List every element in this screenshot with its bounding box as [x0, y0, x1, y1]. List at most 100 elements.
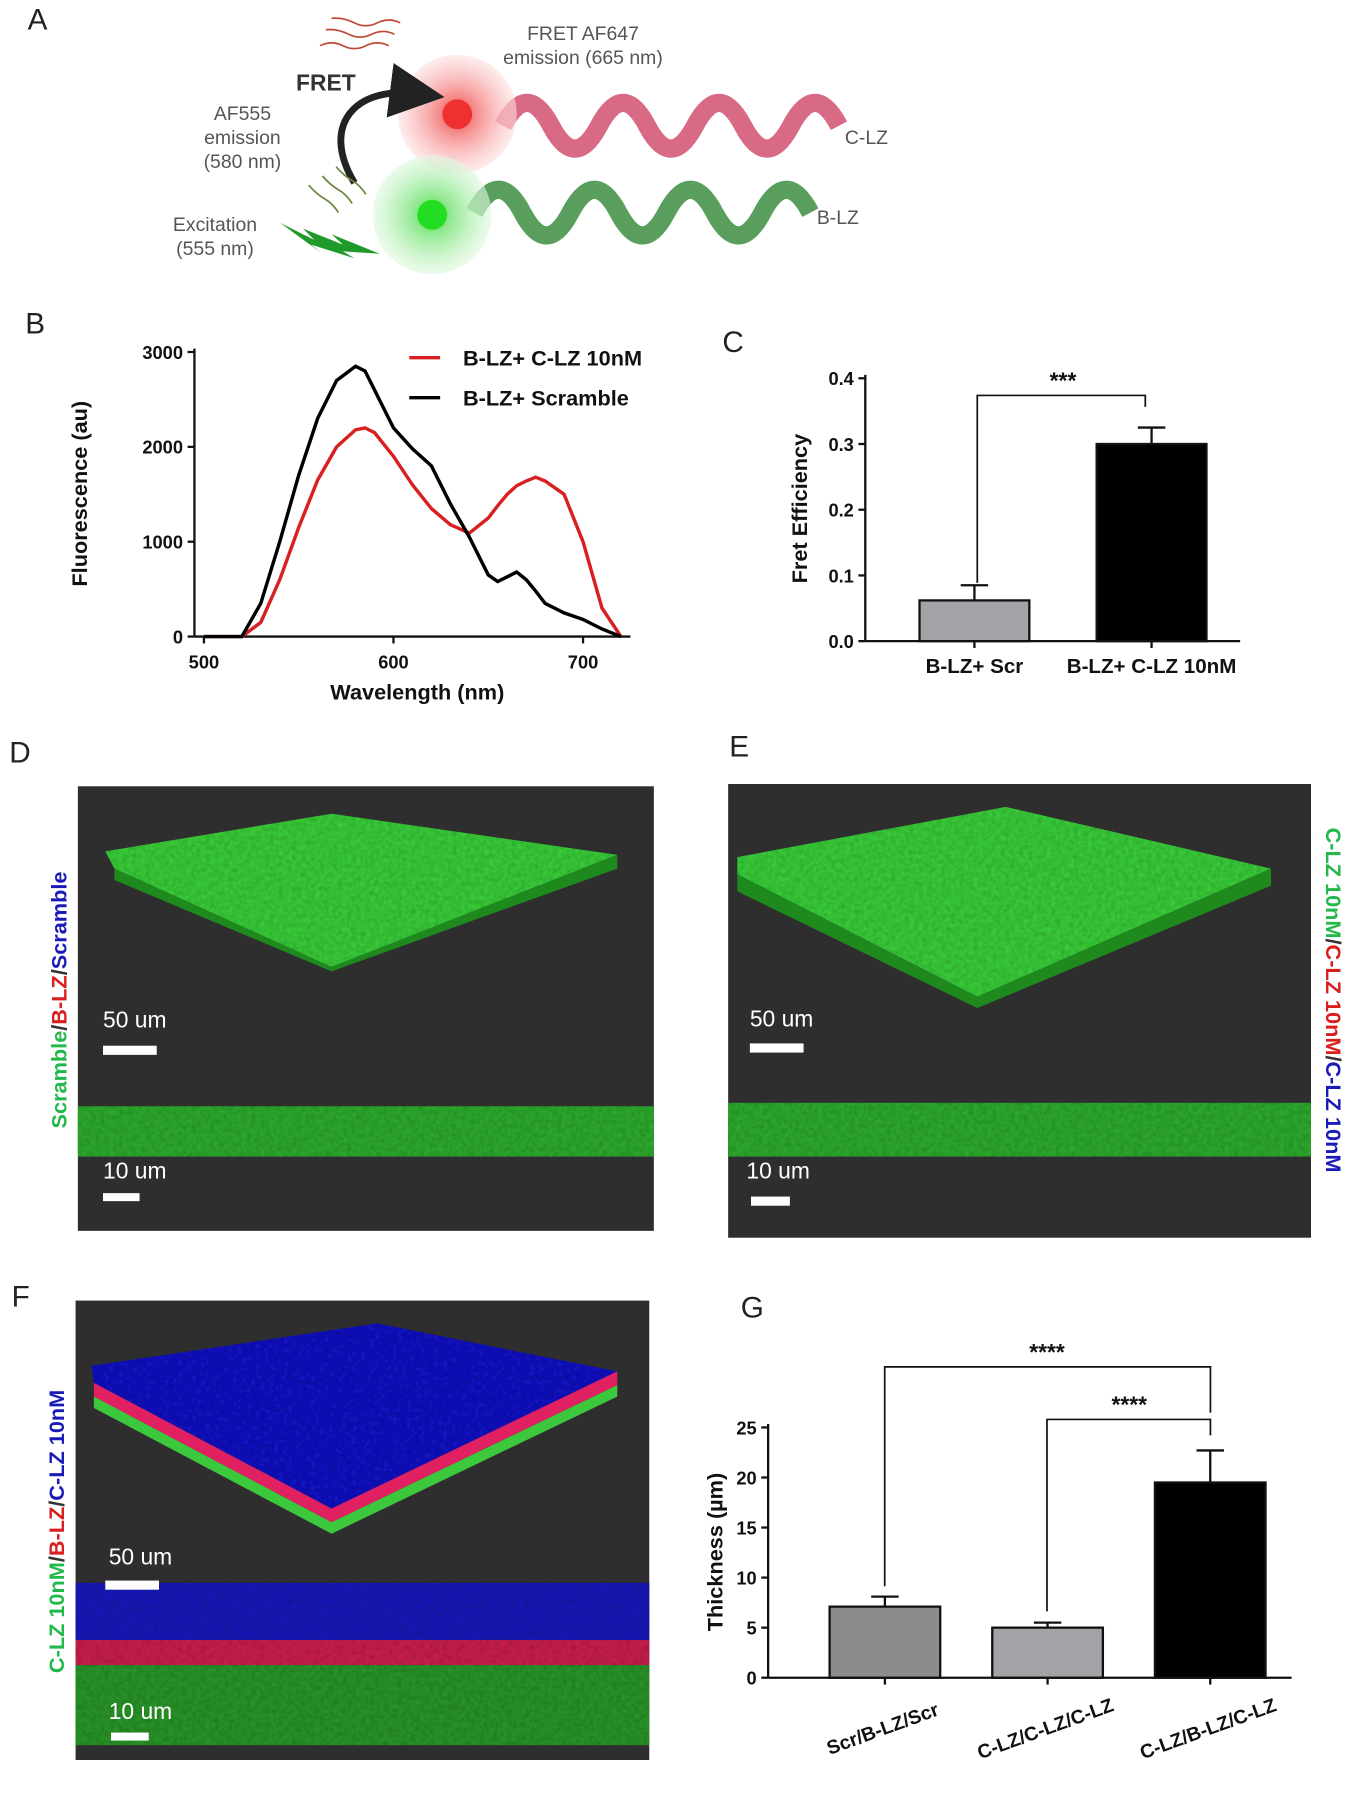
significance-bracket: [883, 1366, 1212, 1587]
panel-label: E: [729, 731, 749, 764]
label-part: /: [46, 1025, 71, 1031]
label-part: /: [1321, 939, 1346, 945]
diagram-label: FRET AF647: [527, 23, 639, 45]
excitation-bolt: [280, 222, 380, 259]
y-tick-label: 25: [736, 1417, 756, 1438]
scale-label: 10 um: [746, 1157, 810, 1183]
panel-label: G: [741, 1292, 764, 1325]
cross-section: [75, 1665, 650, 1746]
x-tick-label: 700: [568, 652, 598, 673]
significance-label: ***: [1050, 368, 1077, 394]
donor-core: [417, 200, 447, 230]
y-tick-label: 15: [736, 1517, 756, 1538]
significance-bracket: [1046, 1418, 1212, 1612]
panel-label: C: [722, 326, 743, 359]
emission-waves: [319, 17, 401, 50]
y-tick-label: 0.3: [828, 434, 853, 455]
cross-section: [77, 1106, 654, 1157]
scale-bar: [103, 1193, 140, 1202]
y-tick-label: 0.0: [828, 631, 853, 652]
diagram-label: emission: [204, 127, 281, 149]
y-tick-label: 1000: [142, 532, 183, 553]
diagram: FRET AF647 emission (665 nm) FRET AF555 …: [173, 17, 888, 275]
scale-bar: [751, 1196, 790, 1206]
surface: [91, 1323, 618, 1509]
y-tick-label: 5: [747, 1618, 757, 1639]
x-tick-label: Scr/B-LZ/Scr: [824, 1699, 942, 1760]
surface: [105, 813, 618, 967]
panel-label: A: [28, 4, 48, 37]
data-line: [203, 364, 622, 639]
helix: [494, 93, 848, 158]
x-tick-label: 600: [378, 652, 408, 673]
scale-bar: [103, 1045, 157, 1055]
x-tick-label: 500: [189, 652, 219, 673]
y-axis-title: Thickness (µm): [702, 1473, 727, 1631]
x-axis-title: Wavelength (nm): [330, 679, 504, 704]
emission-waves: [308, 166, 367, 214]
panel-labels: A B C D E F G: [9, 4, 764, 1325]
y-tick-label: 2000: [142, 437, 183, 458]
significance-label: ****: [1029, 1339, 1065, 1365]
label-part: /: [46, 969, 71, 975]
x-tick-label: C-LZ/C-LZ/C-LZ: [974, 1694, 1116, 1764]
surface-edge: [93, 1385, 618, 1534]
bar: [828, 1605, 942, 1679]
label-part: Scramble: [46, 872, 71, 970]
diagram-label: B-LZ: [817, 207, 859, 229]
label-part: /: [44, 1501, 69, 1507]
diagram-label: (580 nm): [204, 151, 282, 173]
label-part: /: [44, 1556, 69, 1562]
scale-bar: [749, 1043, 804, 1053]
label-part: C-LZ 10nM: [1321, 1061, 1346, 1172]
y-tick-label: 0.2: [828, 500, 853, 521]
data-line: [203, 426, 623, 639]
x-tick-label: C-LZ/B-LZ/C-LZ: [1137, 1694, 1279, 1764]
bar: [918, 599, 1031, 643]
y-tick-label: 0: [173, 626, 183, 647]
legend-label: B-LZ+ Scramble: [463, 386, 629, 411]
channel-label: C-LZ 10nM/C-LZ 10nM/C-LZ 10nM: [1321, 828, 1346, 1173]
bar: [1153, 1481, 1267, 1679]
y-axis-title: Fluorescence (au): [67, 401, 92, 587]
significance-label: ****: [1112, 1392, 1148, 1418]
diagram-label: FRET: [296, 69, 356, 95]
surface: [737, 806, 1271, 997]
scale-label: 50 um: [750, 1005, 814, 1031]
label-part: Scramble: [46, 1031, 71, 1129]
y-tick-label: 3000: [142, 342, 183, 363]
scale-bar: [105, 1580, 159, 1590]
channel-label: C-LZ 10nM/B-LZ/C-LZ 10nM: [44, 1390, 69, 1673]
channel-label: Scramble/B-LZ/Scramble: [46, 872, 71, 1129]
y-axis-title: Fret Efficiency: [787, 434, 812, 584]
image-e: 50 um 10 um C-LZ 10nM/C-LZ 10nM/C-LZ 10n…: [728, 784, 1346, 1238]
acceptor-core: [442, 99, 473, 130]
scale-label: 10 um: [103, 1157, 167, 1183]
label-part: C-LZ 10nM: [44, 1562, 69, 1673]
diagram-label: Excitation: [173, 214, 257, 236]
diagram-label: AF555: [214, 103, 271, 125]
image-f: 50 um 10 um C-LZ 10nM/B-LZ/C-LZ 10nM: [44, 1300, 650, 1760]
scale-label: 10 um: [109, 1698, 172, 1724]
cross-section: [75, 1582, 650, 1640]
y-tick-label: 10: [736, 1567, 756, 1588]
y-tick-label: 0: [747, 1668, 757, 1689]
bar: [1095, 442, 1208, 643]
diagram-label: C-LZ: [845, 127, 888, 149]
x-tick-label: B-LZ+ Scr: [926, 655, 1024, 678]
label-part: /: [1321, 1055, 1346, 1061]
significance-bracket: [976, 394, 1147, 583]
fret-arrow: [337, 63, 445, 185]
x-tick-label: B-LZ+ C-LZ 10nM: [1067, 655, 1237, 678]
diagram-label: (555 nm): [176, 238, 254, 260]
scale-label: 50 um: [109, 1544, 172, 1570]
image-d: 50 um 10 um Scramble/B-LZ/Scramble: [46, 786, 654, 1231]
panel-label: B: [25, 308, 45, 341]
label-part: C-LZ 10nM: [1321, 945, 1346, 1056]
y-tick-label: 0.1: [828, 565, 853, 586]
cross-section: [728, 1102, 1311, 1157]
panel-label: F: [12, 1280, 30, 1313]
diagram-label: emission (665 nm): [503, 47, 663, 69]
cross-section: [75, 1640, 650, 1666]
